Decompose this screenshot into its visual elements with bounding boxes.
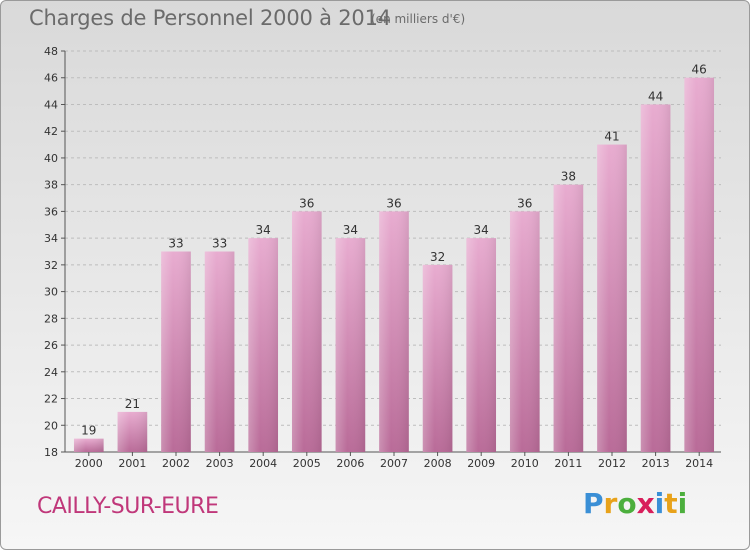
x-tick-label: 2006 — [336, 457, 364, 470]
logo-letter: P — [583, 487, 604, 520]
bar-shade — [73, 438, 104, 452]
data-label: 38 — [561, 170, 576, 184]
x-tick-label: 2003 — [206, 457, 234, 470]
x-tick-label: 2004 — [249, 457, 277, 470]
y-tick-label: 26 — [44, 339, 58, 352]
x-tick-label: 2009 — [467, 457, 495, 470]
chart-title: Charges de Personnel 2000 à 2014 — [29, 6, 391, 30]
bar-shade — [117, 411, 148, 452]
y-tick-label: 48 — [44, 45, 58, 58]
y-tick-label: 34 — [44, 232, 58, 245]
proxiti-logo: Proxiti — [583, 487, 687, 520]
bar-shade — [422, 264, 453, 452]
bars — [73, 77, 715, 453]
bar-shade — [335, 238, 366, 452]
x-tick-label: 2002 — [162, 457, 190, 470]
x-tick-label: 2012 — [598, 457, 626, 470]
data-label: 19 — [81, 424, 96, 438]
y-tick-label: 46 — [44, 72, 58, 85]
y-tick-label: 22 — [44, 393, 58, 406]
logo-letter: i — [654, 487, 665, 520]
bar-shade — [640, 104, 671, 452]
bar-shade — [466, 238, 497, 452]
data-label: 33 — [212, 237, 227, 251]
y-tick-label: 32 — [44, 259, 58, 272]
data-label: 36 — [386, 196, 401, 210]
x-tick-label: 2011 — [554, 457, 582, 470]
x-tick-label: 2014 — [685, 457, 713, 470]
y-tick-label: 20 — [44, 419, 58, 432]
data-label: 21 — [125, 397, 140, 411]
data-label: 41 — [604, 130, 619, 144]
labels: 18 20 22 24 26 28 30 32 34 36 38 40 42 44 46 48 2000 19 20… — [44, 45, 713, 470]
bar-shade — [291, 211, 322, 452]
y-tick-label: 30 — [44, 286, 58, 299]
logo-letter: r — [603, 487, 618, 520]
y-tick-label: 42 — [44, 125, 58, 138]
logo-letter: x — [636, 487, 655, 520]
bar-shade — [204, 251, 235, 452]
x-tick-label: 2007 — [380, 457, 408, 470]
chart-unit: (en milliers d'€) — [371, 12, 466, 26]
data-label: 36 — [517, 196, 532, 210]
x-tick-label: 2008 — [424, 457, 452, 470]
data-label: 46 — [692, 63, 707, 77]
y-tick-label: 44 — [44, 98, 58, 111]
bar-shade — [161, 251, 191, 452]
logo-letter: i — [677, 487, 688, 520]
data-label: 34 — [343, 223, 358, 237]
logo-letter: o — [617, 487, 637, 520]
y-tick-label: 18 — [44, 446, 58, 459]
data-label: 34 — [474, 223, 489, 237]
bar-shade — [553, 184, 584, 452]
y-tick-label: 24 — [44, 366, 58, 379]
data-label: 44 — [648, 89, 663, 103]
bar-shade — [509, 211, 540, 452]
data-label: 32 — [430, 250, 445, 264]
data-label: 36 — [299, 196, 314, 210]
bar-shade — [684, 77, 715, 452]
x-tick-label: 2010 — [511, 457, 539, 470]
bar-shade — [379, 211, 409, 452]
y-tick-label: 38 — [44, 179, 58, 192]
x-tick-label: 2013 — [642, 457, 670, 470]
data-label: 33 — [168, 237, 183, 251]
x-tick-label: 2000 — [75, 457, 103, 470]
y-tick-label: 40 — [44, 152, 58, 165]
y-tick-label: 36 — [44, 205, 58, 218]
commune-name: CAILLY-SUR-EURE — [37, 494, 219, 519]
x-tick-label: 2005 — [293, 457, 321, 470]
logo-letter: t — [664, 487, 678, 520]
bar-shade — [248, 238, 279, 452]
bar-shade — [597, 144, 627, 453]
y-tick-label: 28 — [44, 312, 58, 325]
x-tick-label: 2001 — [118, 457, 146, 470]
data-label: 34 — [256, 223, 271, 237]
